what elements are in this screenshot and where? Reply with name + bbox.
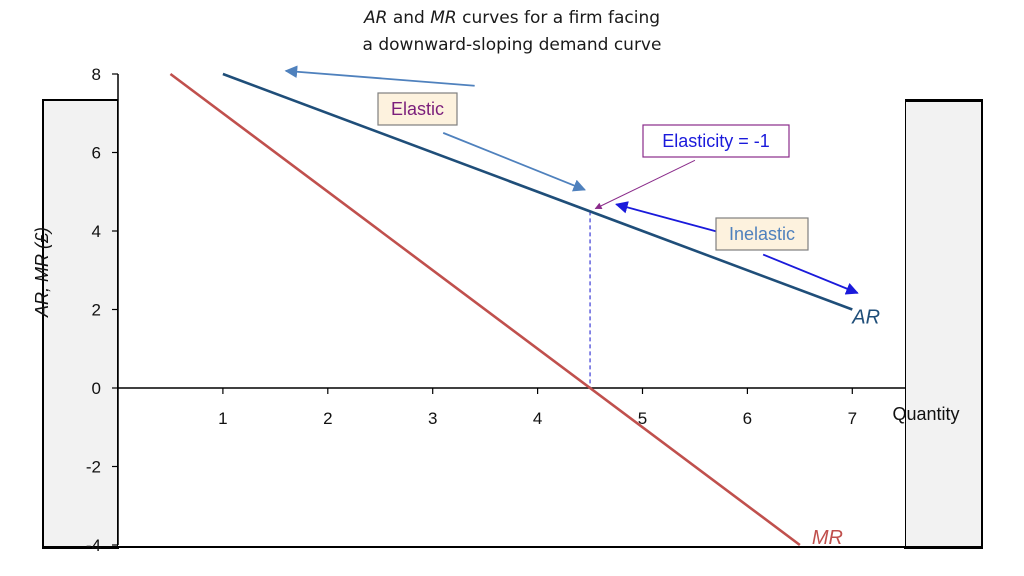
- unit-label: Elasticity = -1: [662, 131, 770, 151]
- x-tick-label: 6: [743, 409, 752, 428]
- title-and: and: [387, 8, 431, 28]
- y-tick-label: 0: [92, 379, 101, 398]
- x-tick-label: 3: [428, 409, 437, 428]
- y-tick-label: 2: [92, 301, 101, 320]
- x-tick-label: 4: [533, 409, 542, 428]
- ar-curve: [222, 72, 853, 311]
- inelastic-label: Inelastic: [729, 224, 795, 244]
- unit-arrow: [594, 159, 696, 210]
- series: AR MR: [169, 72, 880, 549]
- title-ar: AR: [363, 8, 388, 28]
- unit-box: [642, 124, 790, 158]
- y-tick-label: 4: [92, 222, 101, 241]
- elastic-arrow-up: [284, 65, 475, 87]
- x-tick-label: 5: [638, 409, 647, 428]
- mr-curve-label: MR: [812, 527, 843, 549]
- inelastic-box: [715, 217, 809, 251]
- inelastic-arrow-up: [615, 201, 727, 236]
- chart-title-line-2: a downward-sloping demand curve: [362, 35, 662, 55]
- y-tick-label: 8: [92, 65, 101, 84]
- tick-labels: 8 6 4 2 0 -2 -4 1 2 3 4 5 6 7: [86, 65, 857, 555]
- annotations: Elastic Elasticity = -1 Inelastic: [377, 92, 809, 251]
- title-rest: curves for a firm facing: [456, 8, 661, 28]
- axes: [112, 73, 905, 546]
- y-tick-label: -2: [86, 458, 101, 477]
- right-side-panel: [904, 99, 983, 549]
- axis-labels: Quantity AR, MR (£): [32, 227, 960, 424]
- elastic-arrow-down: [442, 132, 586, 192]
- x-tick-label: 2: [323, 409, 332, 428]
- y-tick-label: 6: [92, 144, 101, 163]
- annotation-arrows: [284, 65, 859, 295]
- elastic-label: Elastic: [391, 99, 444, 119]
- ar-curve-label: AR: [851, 307, 880, 329]
- left-side-panel: [42, 99, 119, 549]
- title-mr: MR: [430, 8, 457, 28]
- elastic-box: [377, 92, 458, 126]
- x-tick-label: 7: [848, 409, 857, 428]
- y-tick-label: -4: [86, 536, 101, 555]
- x-axis-label: Quantity: [892, 404, 959, 424]
- x-tick-label: 1: [218, 409, 227, 428]
- y-axis-label: AR, MR (£): [32, 227, 52, 318]
- inelastic-arrow-down: [762, 253, 859, 295]
- chart-title-line-1: AR and MR curves for a firm facing: [0, 8, 1024, 28]
- mr-curve: [169, 72, 801, 547]
